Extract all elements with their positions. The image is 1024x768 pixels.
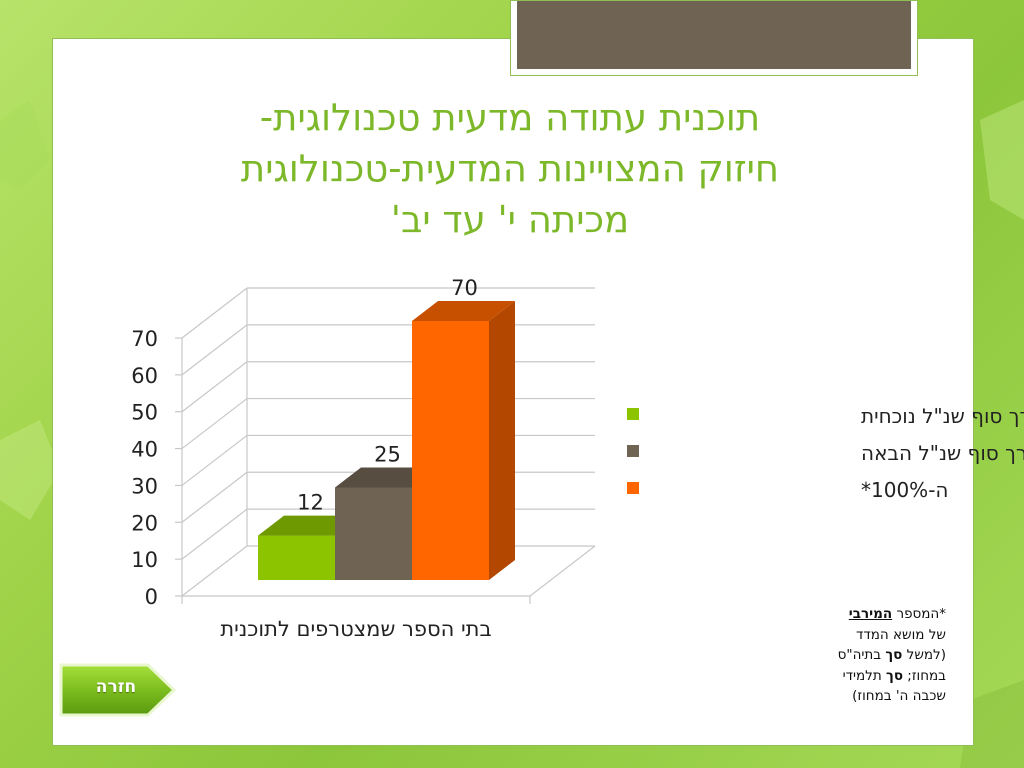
- y-tick-label: 20: [131, 511, 158, 535]
- y-tick-label: 40: [131, 438, 158, 462]
- footnote-bold: סך: [886, 667, 903, 684]
- legend-label: ערך סוף שנ"ל נוכחית: [861, 404, 1024, 428]
- floor-edge: [529, 545, 596, 597]
- bar-front: [335, 487, 412, 580]
- footnote-text: בתיה"ס: [837, 647, 886, 663]
- back-button-label: חזרה: [95, 677, 137, 697]
- legend-swatch: [627, 408, 639, 420]
- bar-front: [412, 321, 489, 580]
- footnote-text: *המספר: [892, 606, 946, 622]
- y-tick-label: 70: [131, 327, 158, 351]
- bar-side: [489, 301, 515, 580]
- gridline-side: [181, 361, 248, 413]
- footnote: *המספר המירבי של מושא המדד (למשל סך בתיה…: [800, 604, 946, 707]
- legend-swatch: [627, 482, 639, 494]
- bar-top: [412, 301, 515, 321]
- header-decoration-box: [510, 0, 918, 76]
- gridline-side: [181, 545, 248, 597]
- title-line-1: תוכנית עתודה מדעית טכנולוגית-: [259, 96, 761, 139]
- title-line-3: מכיתה י' עד יב': [390, 198, 630, 241]
- footnote-text: תלמידי: [842, 667, 887, 684]
- gridline-side: [181, 508, 248, 560]
- y-tick-label: 0: [145, 585, 158, 609]
- gridline-side: [181, 434, 248, 486]
- y-tick-label: 10: [131, 548, 158, 572]
- header-decoration-fill: [517, 1, 911, 69]
- data-label: 25: [374, 443, 401, 467]
- slide-title: תוכנית עתודה מדעית טכנולוגית- חיזוק המצו…: [130, 92, 890, 245]
- y-tick-label: 50: [131, 401, 158, 425]
- data-label: 70: [451, 276, 478, 300]
- gridline-side: [181, 324, 248, 376]
- back-button[interactable]: חזרה: [58, 660, 178, 720]
- arrow-right-icon: [59, 663, 177, 717]
- footnote-line-2: של מושא המדד: [856, 626, 946, 643]
- footnote-bold: סך: [885, 647, 903, 663]
- legend-swatch: [627, 445, 639, 457]
- y-tick-label: 60: [131, 364, 158, 388]
- footnote-text: במחוז;: [903, 667, 946, 684]
- data-label: 12: [297, 491, 324, 515]
- y-tick-label: 30: [131, 474, 158, 498]
- gridline-side: [181, 287, 248, 339]
- gridline-side: [181, 471, 248, 523]
- bar-front: [258, 535, 335, 580]
- title-line-2: חיזוק המצויינות המדעית-טכנולוגית: [240, 147, 780, 190]
- footnote-line-3: (למשל סך בתיה"ס: [800, 645, 946, 666]
- x-category-label: בתי הספר שמצטרפים לתוכנית: [220, 617, 491, 641]
- legend-label: ה-100%*: [861, 478, 948, 502]
- footnote-line-1: *המספר המירבי: [800, 604, 946, 625]
- footnote-line-4: במחוז; סך תלמידי: [800, 666, 946, 687]
- footnote-bold-max: המירבי: [848, 606, 893, 622]
- footnote-line-5: שכבה ה' במחוז): [852, 688, 946, 704]
- legend-label: ערך סוף שנ"ל הבאה: [861, 441, 1024, 465]
- footnote-text: (למשל: [902, 647, 946, 663]
- gridline-side: [181, 398, 248, 450]
